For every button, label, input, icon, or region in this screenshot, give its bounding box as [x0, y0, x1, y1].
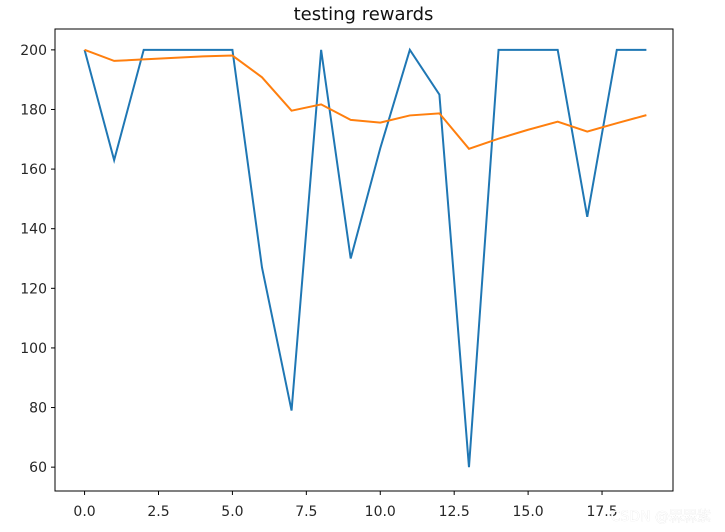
x-axis: 0.0 2.5 5.0 7.5 10.0 12.5 15.0 17.5 [73, 491, 618, 520]
x-tick-label: 10.0 [365, 504, 396, 520]
x-tick-label: 2.5 [147, 504, 169, 520]
chart-title: testing rewards [294, 4, 434, 25]
y-axis: 60 80 100 120 140 160 180 200 [20, 43, 55, 476]
x-tick-label: 17.5 [586, 504, 617, 520]
y-tick-label: 180 [20, 102, 47, 118]
x-tick-label: 5.0 [221, 504, 243, 520]
x-tick-label: 12.5 [439, 504, 470, 520]
y-tick-label: 120 [20, 281, 47, 297]
series-line-2 [84, 48, 647, 150]
series-line-1 [83, 47, 647, 468]
watermark-text: CSDN @槑槑紫 [611, 509, 711, 525]
x-tick-label: 15.0 [513, 504, 544, 520]
axes-frame [54, 28, 674, 492]
y-tick-label: 100 [20, 341, 47, 357]
y-tick-label: 60 [29, 460, 47, 476]
x-tick-label: 7.5 [295, 504, 317, 520]
plot-area [54, 28, 674, 492]
y-tick-label: 140 [20, 222, 47, 238]
x-tick-label: 0.0 [73, 504, 95, 520]
y-tick-label: 80 [29, 401, 47, 417]
y-tick-label: 160 [20, 162, 47, 178]
y-tick-label: 200 [20, 43, 47, 59]
